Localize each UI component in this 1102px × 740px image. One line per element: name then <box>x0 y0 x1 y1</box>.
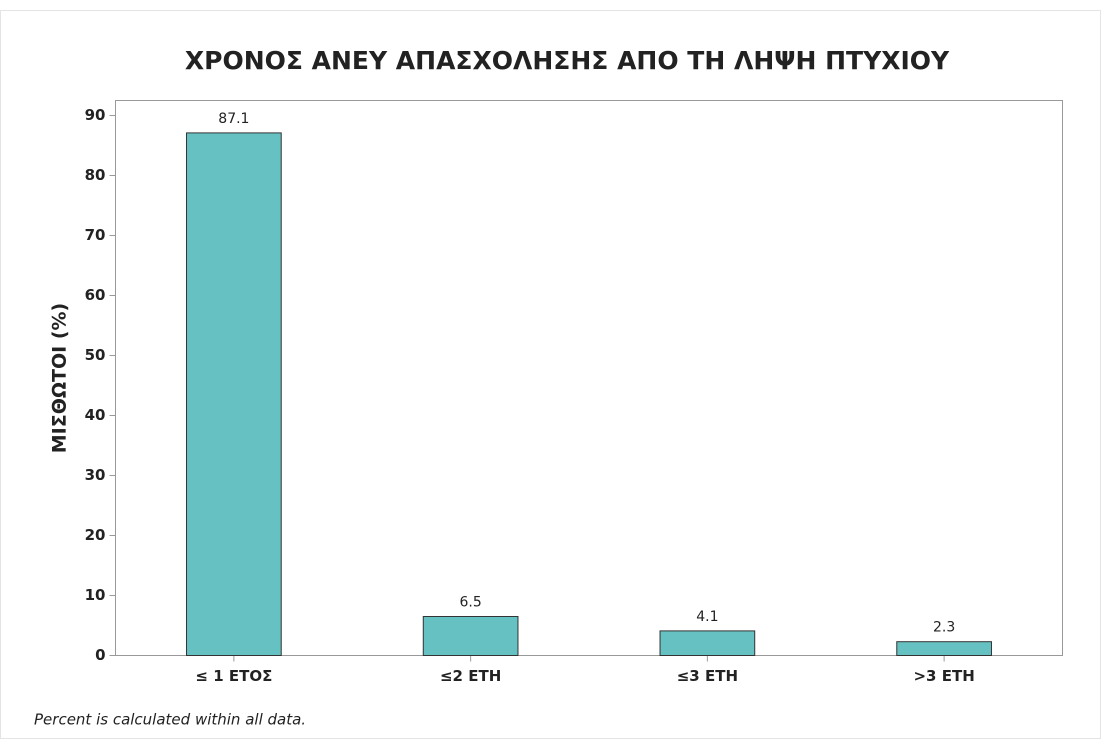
y-tick-label: 90 <box>85 106 106 124</box>
plot-area <box>115 100 1063 656</box>
y-axis-label: ΜΙΣΘΩΤΟΙ (%) <box>49 303 71 453</box>
y-tick-label: 30 <box>85 466 106 484</box>
bar <box>422 616 519 656</box>
data-label: 6.5 <box>459 595 481 611</box>
bar <box>186 132 282 656</box>
data-label: 87.1 <box>218 111 249 127</box>
bar <box>896 641 992 657</box>
x-tick-label: ≤ 1 ΕΤΟΣ <box>195 667 272 685</box>
y-tick-label: 20 <box>85 526 106 544</box>
x-tick-label: ≤3 ΕΤΗ <box>677 667 738 685</box>
frame <box>0 10 1101 739</box>
y-tick-label: 70 <box>85 226 106 244</box>
data-label: 2.3 <box>933 620 955 636</box>
x-tick-label: ≤2 ΕΤΗ <box>440 667 501 685</box>
y-tick-label: 40 <box>85 406 106 424</box>
y-tick-label: 10 <box>85 586 106 604</box>
chart-title: ΧΡΟΝΟΣ ΑΝΕΥ ΑΠΑΣΧΟΛΗΣΗΣ ΑΠΟ ΤΗ ΛΗΨΗ ΠΤΥΧ… <box>185 46 950 75</box>
y-tick-label: 50 <box>85 346 106 364</box>
y-tick-label: 0 <box>95 646 105 664</box>
footnote: Percent is calculated within all data. <box>34 711 306 729</box>
y-tick-label: 60 <box>85 286 106 304</box>
bar <box>659 630 756 657</box>
x-tick-label: >3 ΕΤΗ <box>913 667 974 685</box>
y-tick-label: 80 <box>85 166 106 184</box>
data-label: 4.1 <box>696 609 718 625</box>
